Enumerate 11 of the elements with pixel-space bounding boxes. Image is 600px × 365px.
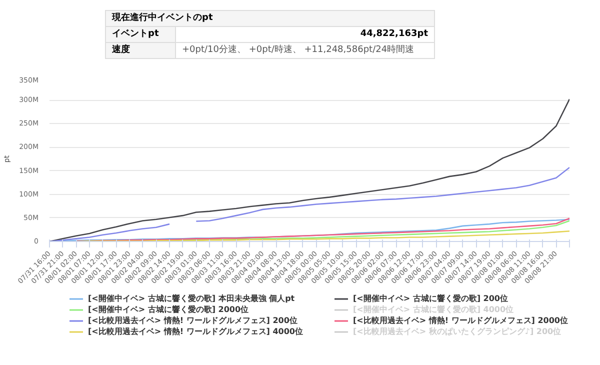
text: イベントpt [106, 26, 176, 42]
legend-label: [<比較用過去イベ> 情熱! ワールドグルメフェス] 200位 [88, 315, 298, 326]
legend-label: [<開催中イベ> 古城に響く愛の歌] 本田未央最強 個人pt [88, 293, 295, 304]
text: 現在進行中イベントのpt [106, 10, 434, 26]
text: 速度 [106, 42, 176, 58]
legend-label: [<開催中イベ> 古城に響く愛の歌] 200位 [353, 293, 508, 304]
legend-label: [<開催中イベ> 古城に響く愛の歌] 2000位 [88, 304, 249, 315]
legend-label: [<比較用過去イベ> 情熱! ワールドグルメフェス] 2000位 [353, 315, 568, 326]
text: +0pt/10分速、 +0pt/時速、 +11,248,586pt/24時間速 [176, 42, 434, 58]
text: 44,822,163pt [176, 26, 434, 42]
legend-label: [<比較用過去イベ> 情熱! ワールドグルメフェス] 4000位 [88, 326, 303, 337]
